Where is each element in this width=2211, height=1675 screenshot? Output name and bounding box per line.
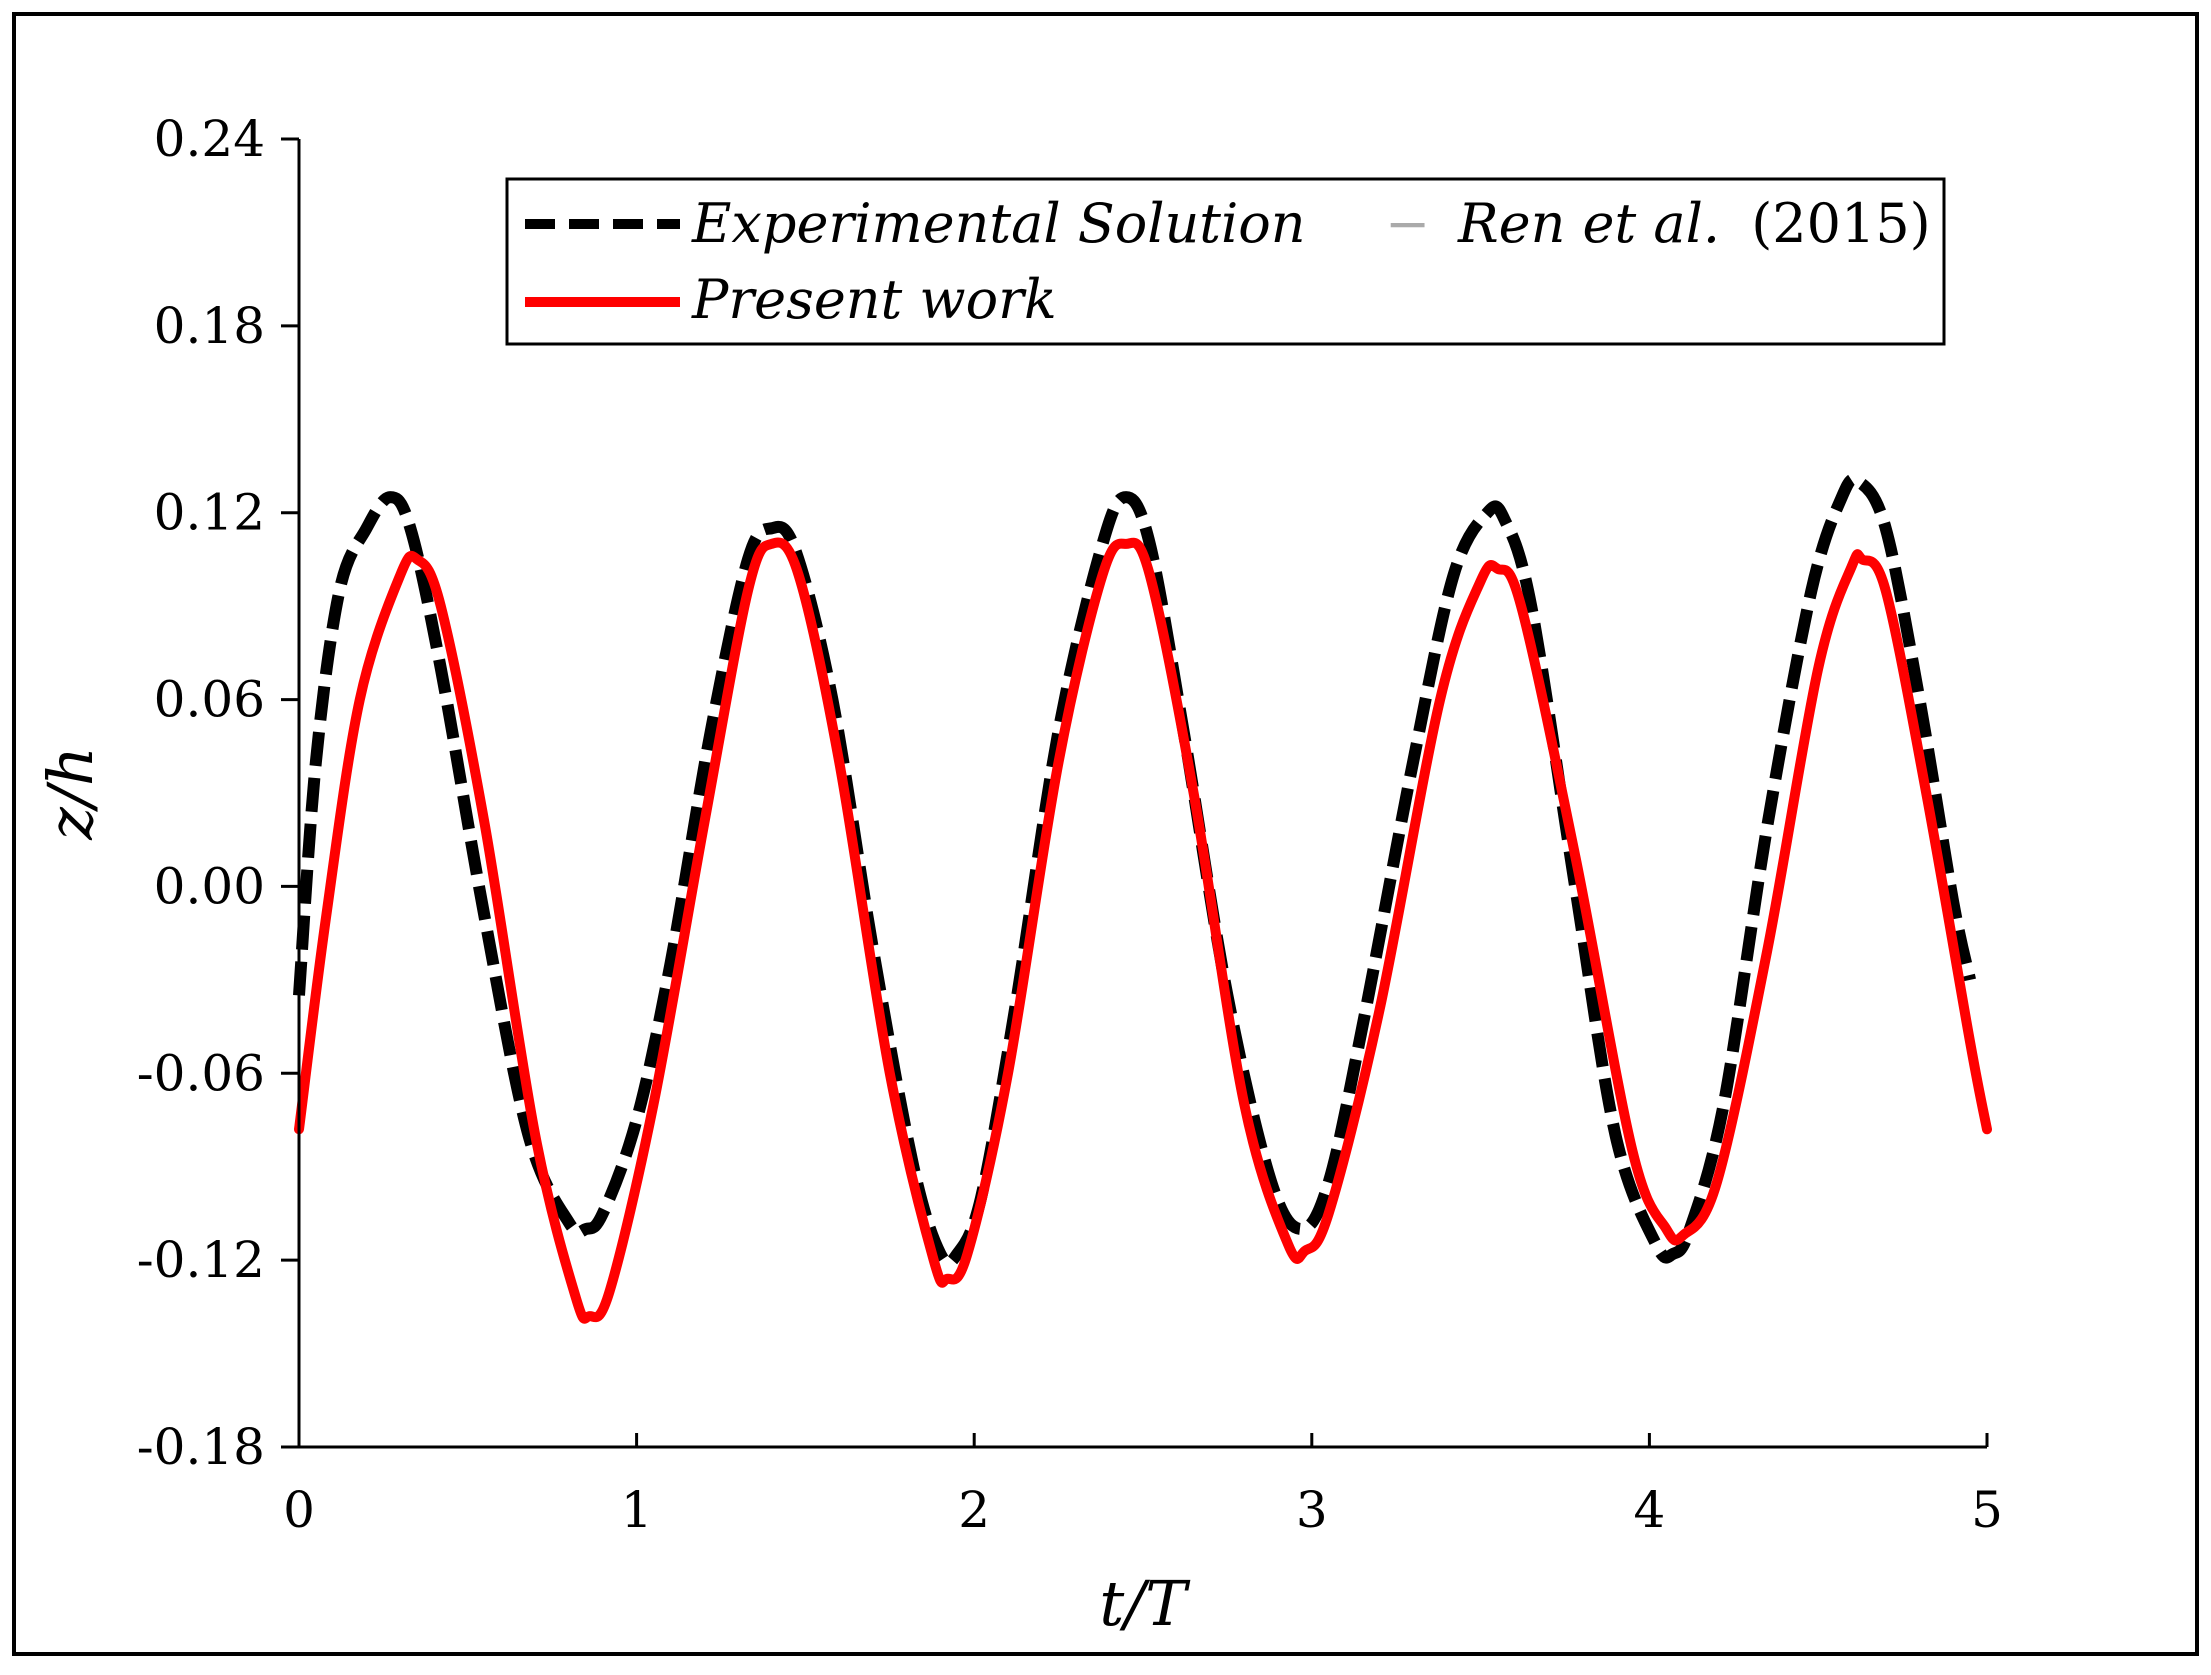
y-tick-label: 0.18 — [154, 297, 265, 355]
y-tick-label: 0.12 — [154, 484, 265, 542]
y-tick-label: -0.06 — [137, 1044, 265, 1102]
series-line-experimental — [293, 473, 1976, 1269]
legend-source-text: Ren et al. — [1457, 192, 1720, 255]
x-tick-label: 2 — [958, 1481, 990, 1539]
x-tick-label: 3 — [1296, 1481, 1328, 1539]
legend-label-experimental: Experimental Solution — [691, 192, 1306, 255]
series-line-present-work — [294, 537, 1992, 1324]
legend-separator: − — [1385, 192, 1430, 255]
plot-series — [293, 473, 1992, 1324]
legend-label-source: Ren et al. (2015) — [1457, 192, 1931, 255]
y-tick-label: -0.12 — [137, 1231, 265, 1289]
y-tick-label: 0.24 — [154, 110, 265, 168]
y-tick-label: 0.06 — [154, 671, 265, 729]
legend-experimental-text: Experimental Solution — [691, 192, 1306, 255]
legend-label-present: Present work — [691, 268, 1057, 331]
x-axis-label: t/T — [1099, 1567, 1191, 1640]
y-ticks: -0.18 -0.12 -0.06 0.00 0.06 0.12 0.18 0.24 — [137, 110, 299, 1476]
x-ticks: 0 1 2 3 4 5 — [283, 1433, 2003, 1539]
x-tick-label: 1 — [621, 1481, 653, 1539]
y-tick-label: -0.18 — [137, 1418, 265, 1476]
y-tick-label: 0.00 — [154, 857, 265, 915]
legend-year-text: (2015) — [1751, 192, 1931, 255]
legend: Experimental Solution − Ren et al. (2015… — [505, 177, 1946, 346]
axes — [297, 139, 1987, 1449]
legend-box — [505, 177, 1946, 346]
x-tick-label: 0 — [283, 1481, 315, 1539]
y-axis-label: z/h — [34, 746, 107, 840]
x-tick-label: 5 — [1971, 1481, 2003, 1539]
x-tick-label: 4 — [1633, 1481, 1665, 1539]
